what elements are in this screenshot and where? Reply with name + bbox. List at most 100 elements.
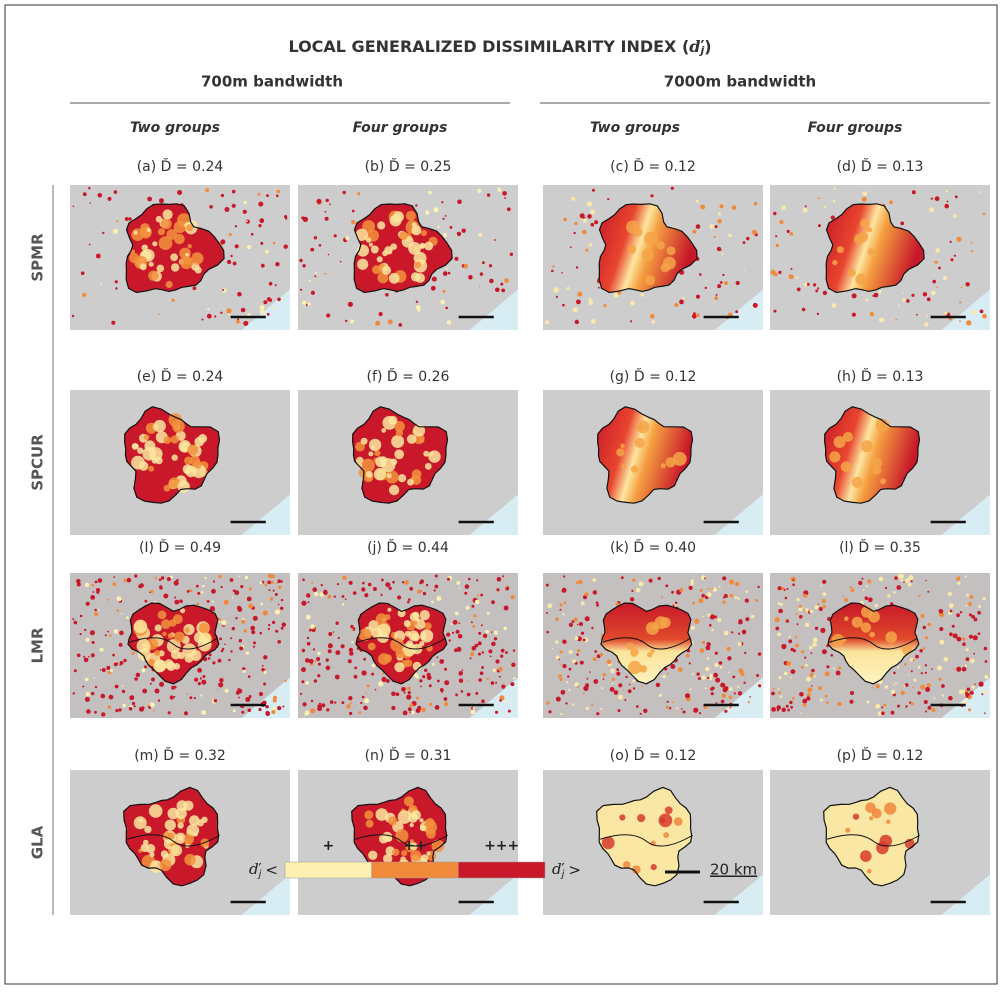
- speckle: [265, 710, 270, 716]
- boundary: [123, 786, 220, 887]
- speckle: [431, 600, 434, 604]
- hotspot: [161, 619, 171, 630]
- speckle: [799, 615, 803, 619]
- speckle: [263, 682, 267, 686]
- hotspot: [368, 451, 374, 457]
- speckle: [85, 692, 91, 697]
- speckle: [563, 217, 567, 222]
- hotspot: [403, 796, 414, 807]
- speckle: [275, 629, 279, 633]
- speckle: [867, 579, 872, 584]
- speckle: [732, 675, 736, 679]
- speckle: [313, 592, 319, 597]
- hotspot: [187, 244, 192, 249]
- speckle: [498, 675, 501, 678]
- urban-area: [828, 603, 919, 684]
- speckle: [361, 695, 365, 699]
- speckle: [696, 672, 700, 676]
- speckle: [118, 642, 123, 647]
- speckle: [850, 588, 855, 593]
- speckle: [277, 579, 282, 583]
- hotspot: [366, 237, 372, 243]
- hotspot: [378, 834, 389, 844]
- hotspot: [182, 643, 197, 658]
- speckle: [208, 653, 212, 657]
- speckle: [93, 677, 96, 679]
- hotspot: [186, 224, 194, 232]
- boundary: [600, 602, 693, 685]
- hotspot: [361, 458, 375, 473]
- speckle: [714, 225, 718, 229]
- speckle: [481, 699, 485, 703]
- speckle: [959, 320, 961, 322]
- speckle: [958, 575, 961, 578]
- speckle: [397, 595, 402, 600]
- speckle: [777, 586, 782, 591]
- speckle: [929, 207, 935, 213]
- water: [469, 874, 518, 915]
- speckle: [966, 593, 969, 597]
- speckle: [585, 706, 589, 711]
- hotspot: [355, 456, 364, 465]
- speckle: [804, 608, 809, 612]
- panel-caption: (f) D̆ = 0.26: [367, 368, 450, 385]
- speckle: [272, 589, 275, 592]
- hotspot: [182, 464, 193, 475]
- speckle: [327, 253, 330, 256]
- speckle: [801, 650, 805, 654]
- speckle: [154, 688, 160, 694]
- speckle: [835, 670, 841, 676]
- speckle: [789, 700, 793, 705]
- speckle: [974, 683, 976, 686]
- hotspot: [375, 613, 387, 625]
- speckle: [348, 696, 353, 701]
- hotspot: [867, 227, 873, 233]
- speckle: [816, 312, 820, 316]
- speckle: [489, 278, 494, 284]
- speckle: [492, 668, 496, 672]
- speckle: [73, 620, 78, 625]
- speckle: [444, 701, 449, 707]
- speckle: [457, 199, 462, 205]
- hotspot: [431, 839, 445, 853]
- speckle: [88, 187, 91, 190]
- speckle: [944, 311, 948, 315]
- speckle: [611, 682, 614, 685]
- speckle: [319, 592, 325, 597]
- speckle: [266, 297, 271, 302]
- hotspot: [167, 633, 174, 639]
- speckle: [503, 626, 507, 631]
- speckle: [491, 600, 495, 605]
- hotspot: [129, 252, 140, 264]
- speckle: [700, 204, 706, 210]
- speckle: [849, 586, 852, 589]
- speckle: [259, 581, 263, 585]
- speckle: [457, 633, 463, 639]
- speckle: [595, 601, 599, 605]
- speckle: [905, 578, 910, 583]
- speckle: [676, 707, 679, 710]
- speckle: [682, 297, 685, 300]
- speckle: [301, 600, 307, 606]
- speckle: [607, 198, 610, 201]
- speckle: [174, 596, 177, 599]
- speckle: [268, 589, 271, 592]
- speckle: [416, 696, 419, 700]
- speckle: [713, 672, 718, 678]
- speckle: [417, 705, 422, 710]
- speckle: [781, 587, 785, 590]
- hotspot: [170, 435, 179, 444]
- speckle: [415, 300, 419, 303]
- speckle: [238, 639, 242, 643]
- speckle: [804, 591, 807, 594]
- speckle: [284, 215, 288, 219]
- hotspot: [156, 264, 165, 273]
- speckle: [813, 283, 817, 287]
- speckle: [489, 655, 492, 658]
- speckle: [237, 291, 242, 297]
- speckle: [741, 629, 747, 635]
- speckle: [163, 593, 169, 599]
- speckle: [567, 675, 570, 678]
- speckle: [374, 688, 377, 691]
- speckle: [119, 664, 122, 666]
